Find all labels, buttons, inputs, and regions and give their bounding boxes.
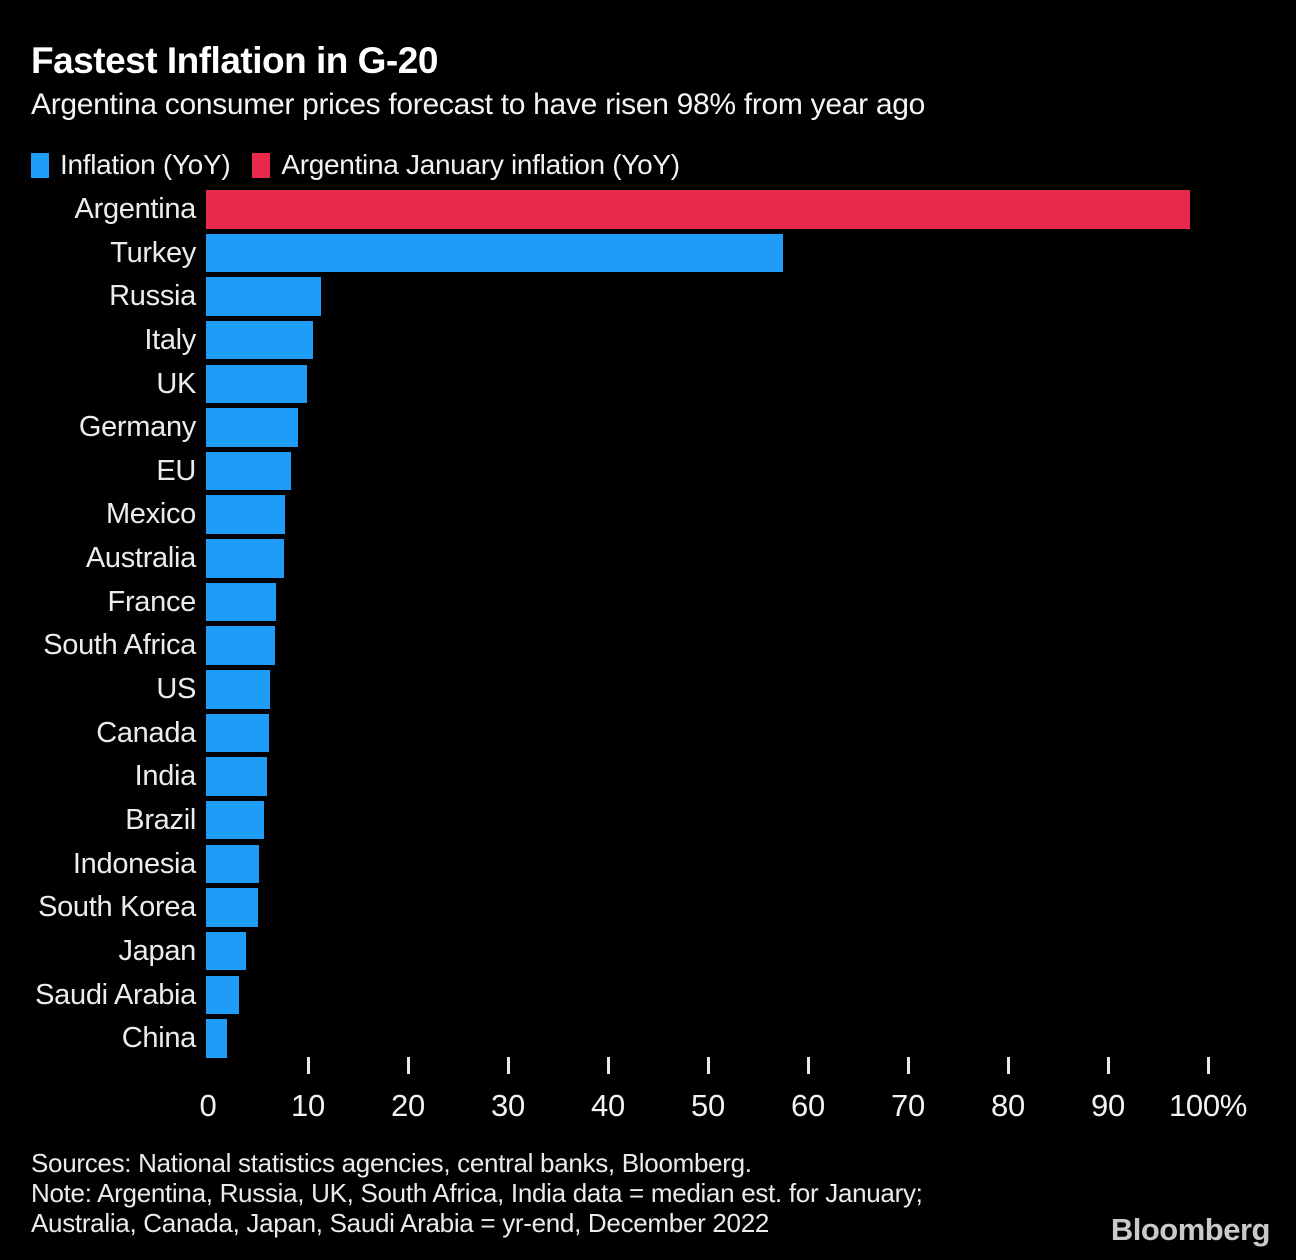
chart-row: South Africa	[0, 626, 1296, 670]
category-label: Saudi Arabia	[35, 978, 196, 1011]
chart-row: South Korea	[0, 888, 1296, 932]
category-label: Japan	[118, 934, 196, 967]
chart-row: Brazil	[0, 800, 1296, 845]
category-label: South Korea	[38, 891, 196, 924]
category-label: Brazil	[125, 803, 196, 836]
bar-mexico	[206, 495, 285, 534]
bar-south-africa	[206, 626, 275, 665]
category-label: Russia	[109, 280, 196, 313]
axis-tick-label: 90	[1091, 1088, 1125, 1123]
axis-tick-label: 80	[991, 1088, 1025, 1123]
chart-row: Argentina	[0, 190, 1296, 234]
axis-tick-label: 20	[391, 1088, 425, 1123]
axis-tick-label: 0	[199, 1088, 217, 1123]
legend: Inflation (YoY) Argentina January inflat…	[31, 149, 680, 181]
legend-label-argentina-january: Argentina January inflation (YoY)	[281, 149, 680, 180]
category-label: Mexico	[105, 498, 196, 531]
footer: Sources: National statistics agencies, c…	[31, 1148, 923, 1238]
bar-italy	[206, 320, 313, 360]
chart-row: India	[0, 757, 1296, 801]
chart-row: Italy	[0, 320, 1296, 365]
category-label: US	[156, 673, 196, 706]
chart-row: UK	[0, 364, 1296, 409]
chart-rows: Argentina Turkey Russia Italy UK Germany EU Mex…	[0, 190, 1296, 1063]
legend-swatch-blue-icon	[31, 152, 49, 178]
bar-argentina	[206, 190, 1190, 229]
bar-uk	[206, 364, 307, 404]
chart-subtitle: Argentina consumer prices forecast to ha…	[31, 88, 925, 121]
bar-germany	[206, 408, 298, 447]
chart-row: US	[0, 670, 1296, 714]
chart-row: France	[0, 582, 1296, 627]
legend-label-inflation-yoy: Inflation (YoY)	[60, 149, 231, 180]
category-label: Australia	[85, 542, 196, 575]
bar-eu	[206, 451, 291, 491]
bar-france	[206, 582, 276, 622]
chart-row: Indonesia	[0, 844, 1296, 889]
axis-tick-label: 10	[291, 1088, 325, 1123]
bar-australia	[206, 539, 284, 578]
bar-india	[206, 757, 267, 796]
category-label: China	[121, 1022, 197, 1055]
category-label: Turkey	[110, 236, 196, 269]
axis-tick-label: 100%	[1168, 1088, 1248, 1123]
axis-tick-label: 50	[691, 1088, 725, 1123]
note-line-2: Australia, Canada, Japan, Saudi Arabia =…	[31, 1208, 770, 1238]
chart-row: Canada	[0, 713, 1296, 758]
category-label: EU	[156, 454, 196, 487]
bloomberg-logo: Bloomberg	[1110, 1212, 1271, 1247]
chart-row: China	[0, 1019, 1296, 1063]
bar-south-korea	[206, 888, 258, 927]
bar-brazil	[206, 800, 264, 840]
axis-tick-label: 70	[891, 1088, 925, 1123]
chart-title: Fastest Inflation in G-20	[31, 40, 438, 81]
chart-row: Germany	[0, 408, 1296, 452]
legend-item-inflation-yoy: Inflation (YoY)	[31, 149, 231, 181]
axis-tick-label: 30	[491, 1088, 525, 1123]
chart-row: Mexico	[0, 495, 1296, 539]
chart-row: Japan	[0, 931, 1296, 976]
legend-item-argentina-january: Argentina January inflation (YoY)	[252, 149, 680, 181]
bar-turkey	[206, 233, 783, 273]
bar-saudi-arabia	[206, 975, 239, 1015]
category-label: Italy	[144, 323, 196, 356]
legend-swatch-red-icon	[252, 152, 271, 178]
category-label: Canada	[96, 716, 196, 749]
bar-russia	[206, 277, 321, 316]
category-label: India	[134, 760, 197, 793]
chart-row: EU	[0, 451, 1296, 496]
bar-china	[206, 1019, 227, 1058]
chart-row: Saudi Arabia	[0, 975, 1296, 1020]
category-label: South Africa	[43, 629, 196, 662]
category-label: UK	[156, 367, 196, 400]
bar-indonesia	[206, 844, 259, 884]
bar-canada	[206, 713, 269, 753]
category-label: Germany	[78, 411, 196, 444]
sources-line: Sources: National statistics agencies, c…	[31, 1148, 752, 1178]
axis-tick-label: 60	[791, 1088, 825, 1123]
category-label: France	[107, 585, 197, 618]
category-label: Argentina	[74, 193, 197, 225]
chart-row: Russia	[0, 277, 1296, 321]
category-label: Indonesia	[72, 847, 196, 880]
note-line-1: Note: Argentina, Russia, UK, South Afric…	[31, 1178, 923, 1208]
bar-us	[206, 670, 270, 709]
axis-tick-label: 40	[591, 1088, 625, 1123]
chart-row: Australia	[0, 539, 1296, 583]
chart-row: Turkey	[0, 233, 1296, 278]
bar-japan	[206, 931, 246, 971]
